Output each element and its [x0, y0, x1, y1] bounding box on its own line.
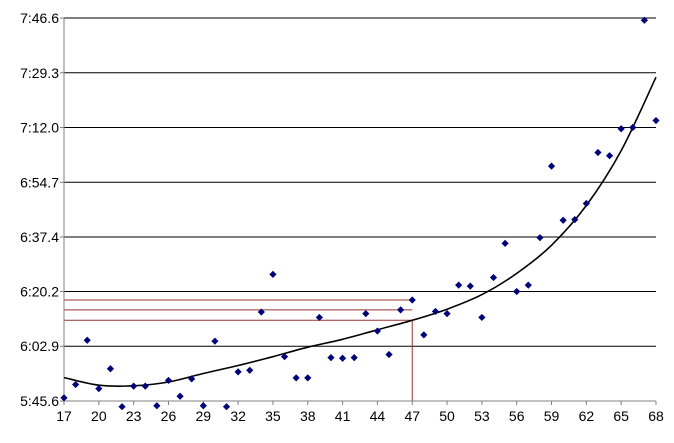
data-point	[234, 368, 242, 376]
data-point	[211, 337, 219, 345]
trendline	[63, 76, 657, 387]
data-point	[199, 402, 207, 410]
data-point	[559, 216, 567, 224]
x-tick-label: 47	[404, 408, 420, 424]
y-tick-label: 6:20.2	[20, 283, 59, 299]
data-point	[83, 336, 91, 344]
data-points	[60, 16, 660, 411]
data-point	[188, 375, 196, 383]
data-point	[327, 354, 335, 362]
data-point	[385, 350, 393, 359]
data-point	[466, 282, 474, 290]
data-point	[489, 273, 498, 282]
data-point	[640, 16, 648, 24]
data-point	[246, 366, 254, 374]
x-tick-label: 50	[439, 408, 455, 424]
reference-lines	[64, 299, 413, 401]
x-tick-label: 29	[196, 408, 212, 424]
data-point	[315, 313, 323, 322]
data-point	[501, 239, 509, 247]
data-point	[431, 307, 440, 316]
data-point	[350, 354, 358, 362]
data-point	[130, 382, 138, 390]
data-point	[629, 123, 637, 132]
x-tick-label: 35	[265, 408, 281, 424]
y-tick-label: 7:12.0	[20, 120, 59, 136]
x-tick-label: 32	[230, 408, 246, 424]
trendline-curve	[63, 76, 657, 387]
y-tick-labels: 5:45.6 6:02.9 6:20.2 6:37.4 6:54.7 7:12.0 7:29…	[20, 10, 59, 409]
data-point	[362, 310, 370, 318]
data-point	[280, 353, 289, 361]
data-point	[106, 365, 115, 373]
data-point	[269, 270, 277, 278]
data-point	[536, 234, 544, 242]
y-tick-label: 7:29.3	[20, 65, 59, 81]
data-point	[153, 402, 161, 410]
axes	[60, 17, 657, 405]
x-tick-label: 53	[474, 408, 490, 424]
x-tick-label: 44	[370, 408, 386, 424]
y-tick-label: 7:46.6	[20, 10, 59, 26]
data-point	[408, 296, 416, 304]
data-point	[455, 281, 463, 289]
x-tick-labels: 17 20 23 26 29 32 35 38 41 44 47 50 53 56 59 62 65 68	[56, 408, 664, 424]
y-tick-label: 6:37.4	[20, 229, 59, 245]
data-point	[605, 152, 614, 160]
data-point	[338, 354, 347, 362]
data-point	[292, 374, 300, 382]
x-tick-label: 23	[126, 408, 142, 424]
gridlines	[64, 17, 656, 347]
data-point	[513, 287, 521, 296]
data-point	[547, 162, 556, 170]
x-tick-label: 62	[579, 408, 595, 424]
x-tick-label: 17	[56, 408, 72, 424]
data-point	[72, 380, 80, 389]
data-point	[176, 392, 184, 400]
x-tick-label: 41	[335, 408, 351, 424]
y-tick-label: 6:02.9	[20, 338, 59, 354]
data-point	[304, 374, 312, 382]
data-point	[373, 327, 382, 335]
x-tick-label: 56	[509, 408, 525, 424]
data-point	[582, 199, 590, 208]
x-tick-label: 65	[613, 408, 629, 424]
x-tick-label: 59	[544, 408, 560, 424]
data-point	[652, 116, 660, 125]
data-point	[594, 148, 602, 157]
data-point	[164, 376, 173, 385]
y-tick-label: 6:54.7	[20, 174, 59, 190]
data-point	[397, 306, 405, 314]
data-point	[222, 403, 231, 411]
data-point	[617, 125, 625, 133]
data-point	[141, 382, 149, 390]
x-tick-label: 20	[91, 408, 107, 424]
data-point	[571, 216, 579, 224]
data-point	[420, 331, 428, 339]
data-point	[95, 385, 103, 393]
data-point	[60, 394, 68, 402]
data-point	[118, 403, 126, 411]
data-point	[443, 310, 451, 318]
x-tick-label: 68	[648, 408, 664, 424]
y-tick-label: 5:45.6	[20, 393, 59, 409]
data-point	[257, 308, 265, 316]
x-tick-label: 38	[300, 408, 316, 424]
data-point	[478, 313, 486, 322]
x-tick-label: 26	[161, 408, 177, 424]
data-point	[524, 281, 532, 289]
